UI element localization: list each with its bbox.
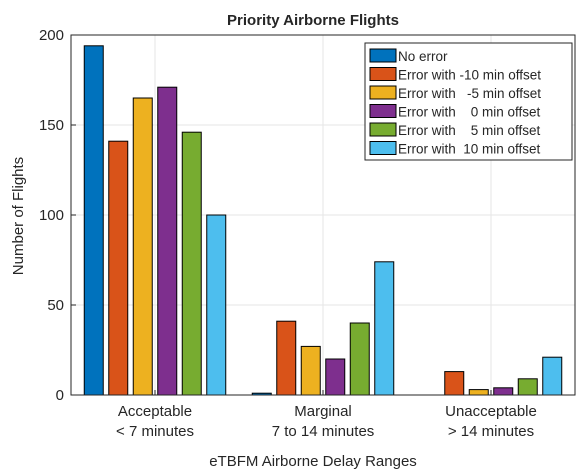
legend-swatch [369, 104, 397, 118]
y-tick-label: 150 [39, 117, 64, 134]
legend: No error Error with -10 min offset Error w… [364, 42, 573, 161]
legend-label: No error [398, 49, 448, 64]
x-axis-label: eTBFM Airborne Delay Ranges [209, 453, 417, 470]
y-tick-label: 200 [39, 27, 64, 44]
bar [542, 356, 563, 396]
bar [517, 378, 538, 396]
legend-swatch [369, 122, 397, 137]
x-tick-label-line2: < 7 minutes [116, 423, 194, 440]
legend-label: Error with -10 min offset [398, 68, 541, 83]
x-tick-label-line1: Acceptable [118, 403, 192, 420]
bar [493, 387, 514, 396]
bar [206, 214, 227, 396]
axis-ticks: 0 50 100 150 200 Acceptable < 7 minutes Margina… [39, 27, 537, 440]
x-tick-label-line1: Unacceptable [445, 403, 537, 420]
x-tick-label-line1: Marginal [294, 403, 352, 420]
bar [444, 371, 465, 396]
y-axis-label: Number of Flights [10, 157, 27, 275]
bar [83, 45, 104, 396]
bar [276, 320, 297, 396]
y-tick-label: 100 [39, 207, 64, 224]
legend-label: Error with 0 min offset [398, 105, 541, 120]
bar [108, 140, 129, 396]
legend-swatch [369, 48, 397, 63]
bar [132, 97, 153, 396]
chart-title: Priority Airborne Flights [227, 12, 399, 29]
bar [374, 261, 395, 396]
legend-swatch [369, 67, 397, 81]
bar [181, 131, 202, 396]
y-tick-label: 50 [47, 297, 64, 314]
bar [157, 86, 178, 396]
legend-label: Error with 5 min offset [398, 123, 541, 138]
y-tick-label: 0 [56, 387, 64, 404]
bar [468, 389, 489, 396]
legend-label: Error with -5 min offset [398, 86, 541, 101]
legend-swatch [369, 141, 397, 155]
legend-swatch [369, 85, 397, 100]
legend-label: Error with 10 min offset [398, 142, 541, 157]
bar [349, 322, 370, 396]
legend-box [364, 42, 573, 161]
bar [300, 345, 321, 396]
x-tick-label-line2: > 14 minutes [448, 423, 534, 440]
x-tick-label-line2: 7 to 14 minutes [272, 423, 375, 440]
bar [325, 358, 346, 396]
bars [83, 45, 563, 396]
